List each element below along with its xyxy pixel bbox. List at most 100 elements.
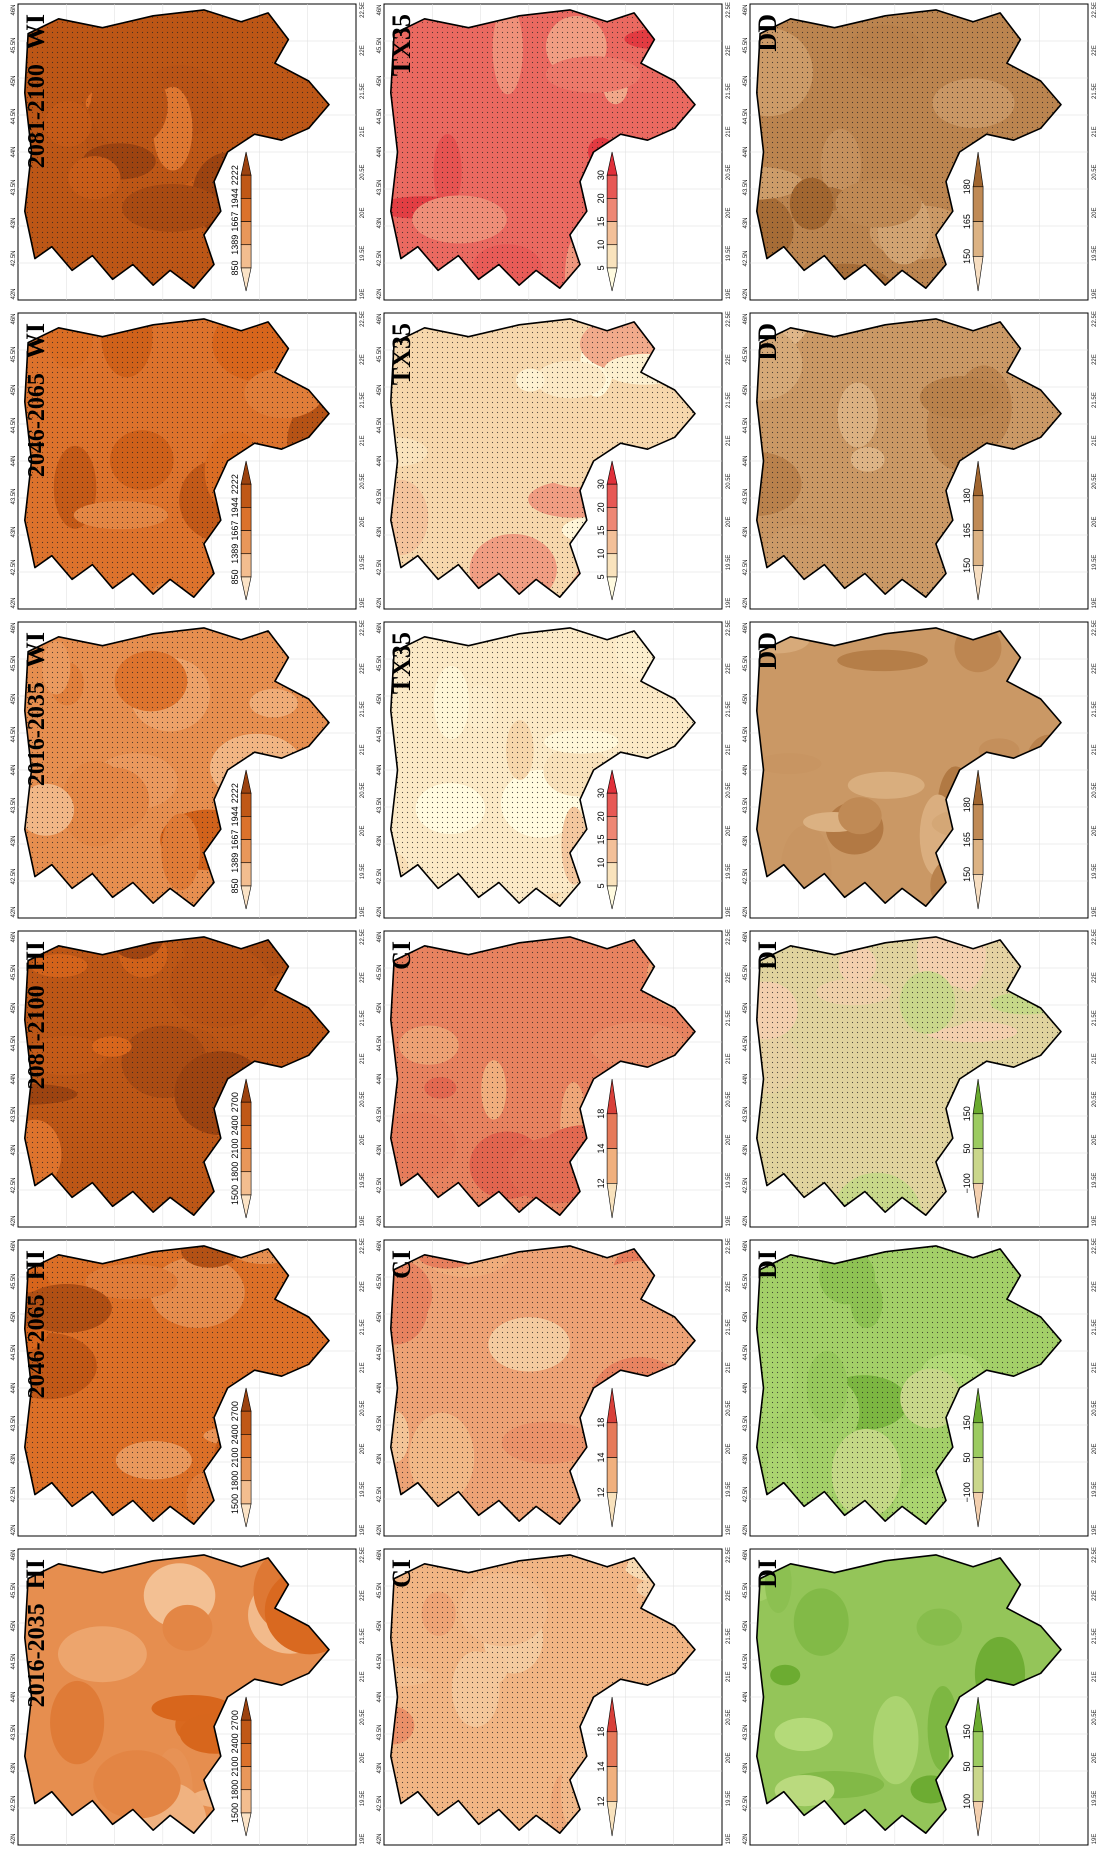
lon-tick-label: 22E (1092, 1281, 1098, 1292)
lat-tick-label: 42.5N (743, 868, 749, 884)
lon-tick-label: 19.5E (360, 555, 366, 571)
colorbar-end (972, 874, 984, 910)
lon-tick-label: 19.5E (1092, 555, 1098, 571)
colorbar-label: 1389 (230, 544, 240, 564)
colorbar-label: 150 (962, 1106, 972, 1121)
lat-tick-label: 42N (377, 1524, 383, 1535)
lat-tick-label: 45.5N (11, 346, 17, 362)
lat-tick-label: 46N (743, 931, 749, 942)
lon-tick-label: 20.5E (726, 1400, 732, 1416)
lat-tick-label: 42.5N (377, 250, 383, 266)
lon-tick-label: 19E (1092, 1525, 1098, 1536)
map-panel: 46N 45.5N 45N 44.5N 44N 43.5N 43N 42.5N 42N 19E 19… (743, 1547, 1098, 1846)
lon-tick-label: 19.5E (360, 1173, 366, 1189)
lon-tick-label: 20.5E (726, 1091, 732, 1107)
lat-tick-label: 44.5N (377, 417, 383, 433)
index-label: HI (21, 1250, 50, 1280)
lon-tick-label: 20E (1092, 1135, 1098, 1146)
lat-tick-label: 45N (11, 75, 17, 86)
lon-tick-label: 20E (726, 826, 732, 837)
lat-tick-label: 45.5N (743, 964, 749, 980)
lat-tick-label: 46N (377, 4, 383, 15)
lon-tick-label: 20.5E (1092, 1091, 1098, 1107)
colorbar-label: 10 (596, 858, 606, 868)
colorbar-end (240, 267, 252, 292)
index-label: WI (21, 14, 50, 50)
colorbar-segment (240, 530, 252, 555)
map-border (390, 1554, 696, 1834)
lat-tick-label: 46N (11, 4, 17, 15)
lon-tick-label: 22E (1092, 1590, 1098, 1601)
lat-tick-label: 42N (743, 597, 749, 608)
lat-tick-label: 45.5N (377, 1273, 383, 1289)
colorbar-segment (972, 804, 984, 840)
map-patch (50, 1680, 105, 1765)
colorbar-segment (606, 553, 618, 578)
lat-tick-label: 45.5N (377, 964, 383, 980)
colorbar-label: 2222 (230, 474, 240, 494)
colorbar-label: 180 (962, 179, 972, 194)
lat-tick-label: 43.5N (377, 1724, 383, 1740)
lat-tick-label: 45N (377, 75, 383, 86)
index-label: DD (753, 632, 782, 670)
lon-tick-label: 19E (360, 1216, 366, 1227)
lon-tick-label: 22.5E (360, 1238, 366, 1254)
lat-tick-label: 45N (11, 384, 17, 395)
lon-tick-label: 22E (1092, 972, 1098, 983)
colorbar-label: 5 (596, 265, 606, 270)
lat-tick-label: 42.5N (743, 1795, 749, 1811)
lat-tick-label: 43N (743, 835, 749, 846)
colorbar-segment (240, 221, 252, 246)
lon-tick-label: 20.5E (1092, 164, 1098, 180)
lat-tick-label: 43.5N (743, 488, 749, 504)
colorbar-label: 2700 (230, 1092, 240, 1112)
lat-tick-label: 42N (11, 288, 17, 299)
colorbar-segment (972, 1766, 984, 1802)
colorbar-segment (972, 530, 984, 566)
lon-tick-label: 20.5E (726, 1709, 732, 1725)
lon-tick-label: 19.5E (360, 864, 366, 880)
lat-tick-label: 46N (743, 622, 749, 633)
lat-tick-label: 42.5N (11, 1177, 17, 1193)
colorbar-label: 850 (230, 260, 240, 275)
lat-tick-label: 43.5N (11, 797, 17, 813)
lat-tick-label: 42.5N (11, 1795, 17, 1811)
map-patch (873, 1695, 919, 1785)
colorbar-label: 150 (962, 1724, 972, 1739)
lon-tick-label: 22E (360, 45, 366, 56)
lat-tick-label: 45N (743, 384, 749, 395)
lon-tick-label: 22E (1092, 663, 1098, 674)
lat-tick-label: 43.5N (743, 1415, 749, 1431)
lon-tick-label: 21E (726, 126, 732, 137)
lat-tick-label: 45N (11, 1620, 17, 1631)
colorbar-label: −100 (962, 1482, 972, 1502)
lat-tick-label: 42.5N (377, 559, 383, 575)
lat-tick-label: 45N (377, 693, 383, 704)
lat-tick-label: 42N (743, 1833, 749, 1844)
colorbar-segment (972, 1731, 984, 1767)
lon-tick-label: 22.5E (360, 1547, 366, 1563)
lon-tick-label: 20.5E (1092, 1709, 1098, 1725)
lat-tick-label: 44N (743, 455, 749, 466)
colorbar-label: 14 (596, 1762, 606, 1772)
lon-tick-label: 19E (360, 598, 366, 609)
lat-tick-label: 42N (743, 288, 749, 299)
lon-tick-label: 21E (360, 1671, 366, 1682)
colorbar-segment (972, 1113, 984, 1149)
index-label: TX35 (387, 323, 416, 385)
lon-tick-label: 19.5E (726, 1173, 732, 1189)
lat-tick-label: 43N (743, 1453, 749, 1464)
lon-tick-label: 21.5E (726, 1319, 732, 1335)
lat-tick-label: 42.5N (743, 1486, 749, 1502)
colorbar-segment (606, 530, 618, 555)
colorbar-segment (240, 1434, 252, 1458)
colorbar-label: 1944 (230, 806, 240, 826)
lat-tick-label: 42.5N (11, 868, 17, 884)
colorbar-segment (240, 174, 252, 199)
colorbar-segment (240, 507, 252, 531)
map-border (390, 9, 696, 289)
colorbar-segment (240, 1480, 252, 1505)
colorbar-label: 1800 (230, 1162, 240, 1182)
lon-tick-label: 22E (360, 1590, 366, 1601)
lon-tick-label: 20.5E (360, 1091, 366, 1107)
